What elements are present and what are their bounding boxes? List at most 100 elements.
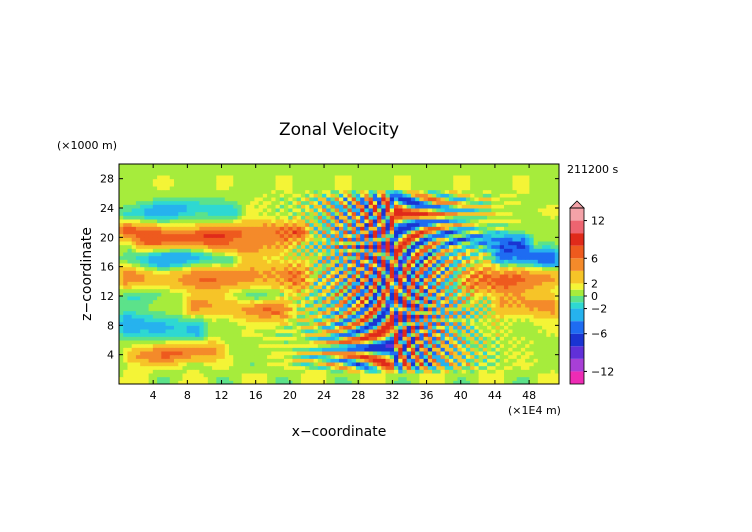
heat-cell [267, 259, 272, 264]
heat-cell [478, 336, 484, 341]
heat-cell [364, 299, 370, 304]
heat-cell [330, 288, 336, 293]
heat-cell [212, 263, 217, 268]
heat-cell [135, 329, 141, 334]
heat-cell [529, 248, 535, 253]
heat-cell [465, 219, 471, 224]
heat-cell [241, 222, 247, 227]
heat-cell [512, 241, 518, 246]
heat-cell [368, 252, 374, 257]
heat-cell [309, 310, 315, 315]
heat-cell [123, 244, 128, 249]
heat-cell [131, 321, 137, 326]
heat-cell [508, 244, 513, 249]
heat-cell [267, 365, 272, 370]
heat-cell [334, 274, 340, 279]
heat-cell [423, 255, 429, 260]
heat-cell [533, 230, 539, 235]
heat-cell [241, 241, 247, 246]
heat-cell [478, 226, 484, 231]
heat-cell [554, 241, 560, 246]
heat-cell [178, 343, 183, 348]
heat-cell [237, 237, 243, 242]
heat-cell [385, 318, 391, 323]
heat-cell [279, 208, 285, 213]
heat-cell [432, 259, 437, 264]
heat-cell [148, 336, 154, 341]
heat-cell [516, 329, 522, 334]
heat-cell [453, 354, 458, 359]
heat-cell [546, 340, 552, 345]
heat-cell [372, 219, 378, 224]
heat-cell [135, 373, 141, 378]
heat-cell [317, 215, 323, 220]
heat-cell [410, 329, 416, 334]
heat-cell [537, 347, 543, 352]
heat-cell [504, 332, 509, 337]
heat-cell [457, 248, 463, 253]
heat-cell [419, 380, 425, 385]
heat-cell [254, 362, 260, 367]
heat-cell [300, 277, 306, 282]
heat-cell [377, 318, 382, 323]
heat-cell [216, 215, 222, 220]
heat-cell [326, 365, 332, 370]
heat-cell [457, 255, 463, 260]
heat-cell [504, 244, 509, 249]
heat-cell [216, 288, 222, 293]
heat-cell [474, 211, 480, 216]
heat-cell [140, 325, 145, 330]
heat-cell [436, 376, 442, 381]
heat-cell [516, 208, 522, 213]
heat-cell [254, 226, 260, 231]
heat-cell [279, 321, 285, 326]
heat-cell [444, 369, 450, 374]
heat-cell [504, 343, 509, 348]
heat-cell [495, 222, 501, 227]
heat-cell [203, 277, 209, 282]
heat-cell [135, 226, 141, 231]
heat-cell [520, 336, 526, 341]
heat-cell [478, 299, 484, 304]
heat-cell [152, 314, 158, 319]
heat-cell [174, 303, 179, 308]
heat-cell [432, 351, 437, 356]
heat-cell [516, 380, 522, 385]
heat-cell [398, 296, 403, 301]
heat-cell [313, 281, 319, 286]
heat-cell [461, 325, 467, 330]
heat-cell [262, 318, 268, 323]
heat-cell [237, 233, 243, 238]
heat-cell [195, 310, 200, 315]
heat-cell [491, 208, 497, 213]
heat-cell [317, 307, 323, 312]
heat-cell [330, 318, 336, 323]
heat-cell [360, 208, 365, 213]
heat-cell [229, 299, 234, 304]
heat-cell [495, 226, 501, 231]
heat-cell [207, 329, 213, 334]
heat-cell [355, 296, 361, 301]
heat-cell [533, 222, 539, 227]
heat-cell [258, 310, 264, 315]
heat-cell [245, 347, 251, 352]
heat-cell [550, 292, 556, 297]
heat-cell [182, 362, 188, 367]
heat-cell [389, 248, 395, 253]
heat-cell [258, 211, 264, 216]
heat-cell [453, 307, 458, 312]
heat-cell [220, 329, 226, 334]
heat-cell [229, 252, 234, 257]
heat-cell [474, 365, 480, 370]
heat-cell [131, 362, 137, 367]
y-unit-label: (×1000 m) [57, 139, 117, 152]
heat-cell [402, 332, 408, 337]
heat-cell [271, 362, 277, 367]
heat-cell [542, 307, 547, 312]
heat-cell [432, 347, 437, 352]
heat-cell [372, 281, 378, 286]
heat-cell [241, 347, 247, 352]
heat-cell [190, 211, 196, 216]
heat-cell [389, 343, 395, 348]
heat-cell [449, 237, 454, 242]
